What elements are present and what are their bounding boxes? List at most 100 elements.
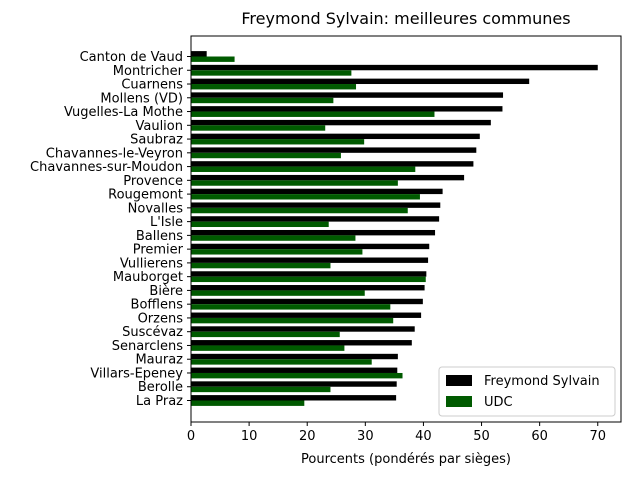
y-tick-label: Novalles [128, 201, 184, 216]
y-tick-label: Bofflens [131, 298, 184, 313]
y-tick-label: Vugelles-La Mothe [64, 105, 183, 120]
legend-box [438, 366, 616, 417]
bar-freymond-8 [191, 161, 474, 167]
bar-udc-8 [191, 166, 416, 172]
y-tick-label: Senarclens [112, 339, 184, 354]
y-tick-label: Mauraz [135, 353, 183, 368]
bar-freymond-16 [191, 271, 427, 277]
bars-layer [191, 51, 598, 406]
y-tick-label: Provence [123, 174, 183, 189]
bar-udc-13 [191, 235, 356, 241]
bar-udc-9 [191, 180, 398, 186]
bar-udc-2 [191, 84, 357, 90]
bar-udc-1 [191, 70, 352, 76]
bar-udc-6 [191, 139, 365, 145]
bar-udc-0 [191, 56, 235, 62]
y-tick-label: L'Isle [150, 215, 183, 230]
x-axis-ticks: 0 10 20 30 40 50 60 70 [187, 422, 606, 444]
x-tick-label: 0 [187, 429, 195, 444]
bar-freymond-12 [191, 216, 440, 222]
bar-udc-10 [191, 194, 420, 200]
bar-freymond-14 [191, 243, 430, 250]
y-tick-label: Ballens [136, 229, 183, 244]
bar-freymond-5 [191, 119, 491, 126]
bar-freymond-19 [191, 312, 422, 318]
legend-swatch [446, 396, 472, 407]
y-tick-label: Vaulion [135, 119, 183, 134]
bar-freymond-23 [191, 367, 398, 373]
x-tick-label: 20 [299, 429, 316, 444]
bar-udc-15 [191, 262, 331, 269]
bar-freymond-6 [191, 133, 480, 140]
y-tick-label: Montricher [113, 64, 184, 79]
y-tick-label: Premier [133, 243, 184, 258]
bar-udc-17 [191, 290, 365, 296]
bar-freymond-24 [191, 381, 397, 387]
bar-udc-19 [191, 317, 394, 324]
x-tick-label: 40 [415, 429, 432, 444]
bar-udc-22 [191, 359, 372, 365]
bar-freymond-4 [191, 106, 503, 112]
bar-udc-18 [191, 304, 391, 310]
y-tick-label: Rougemont [108, 188, 183, 203]
bar-freymond-7 [191, 147, 477, 153]
bar-freymond-0 [191, 51, 207, 57]
y-tick-label: Mauborget [113, 270, 183, 285]
bar-udc-14 [191, 249, 363, 255]
bar-freymond-1 [191, 64, 598, 71]
y-tick-label: Bière [149, 284, 183, 299]
bar-udc-7 [191, 152, 341, 159]
legend-swatch [446, 375, 472, 386]
legend-label: UDC [484, 395, 513, 410]
bar-freymond-11 [191, 202, 441, 208]
bar-udc-20 [191, 331, 340, 338]
x-tick-label: 30 [357, 429, 374, 444]
x-tick-label: 60 [531, 429, 548, 444]
y-tick-label: Chavannes-sur-Moudon [30, 160, 183, 175]
bar-freymond-3 [191, 92, 504, 98]
plot-frame [190, 35, 622, 423]
bar-udc-12 [191, 221, 329, 228]
x-axis-label: Pourcents (pondérés par sièges) [301, 452, 511, 467]
bar-udc-23 [191, 372, 403, 379]
bar-freymond-2 [191, 78, 530, 85]
legend: Freymond Sylvain UDC [438, 366, 616, 417]
bar-udc-11 [191, 207, 408, 214]
bar-udc-25 [191, 400, 305, 406]
y-tick-label: Chavannes-le-Veyron [46, 146, 183, 161]
y-tick-label: Berolle [138, 380, 183, 395]
bar-freymond-21 [191, 340, 412, 346]
y-tick-label: Canton de Vaud [80, 50, 183, 65]
chart-title: Freymond Sylvain: meilleures communes [241, 9, 570, 28]
bar-udc-24 [191, 386, 331, 393]
y-tick-label: Suscévaz [122, 325, 183, 340]
y-tick-label: Vullierens [120, 256, 183, 271]
y-tick-label: Cuarnens [121, 78, 183, 93]
y-tick-label: Mollens (VD) [100, 91, 183, 106]
legend-label: Freymond Sylvain [484, 374, 600, 389]
bar-freymond-10 [191, 188, 443, 195]
bar-freymond-20 [191, 326, 415, 332]
y-tick-label: Villars-Epeney [90, 366, 183, 381]
x-tick-label: 10 [241, 429, 258, 444]
bar-freymond-9 [191, 174, 465, 181]
bar-udc-16 [191, 276, 426, 283]
y-tick-label: Saubraz [130, 133, 183, 148]
bar-freymond-17 [191, 285, 425, 291]
bar-udc-4 [191, 111, 435, 117]
bar-freymond-22 [191, 353, 398, 360]
bar-freymond-25 [191, 395, 397, 401]
bar-freymond-13 [191, 229, 436, 236]
bar-udc-5 [191, 125, 326, 131]
y-tick-label: La Praz [136, 394, 183, 409]
x-tick-label: 70 [589, 429, 606, 444]
y-tick-label: Orzens [138, 311, 184, 326]
y-tick-labels: Canton de VaudMontricherCuarnensMollens … [30, 50, 191, 409]
bar-freymond-18 [191, 298, 423, 305]
bar-udc-3 [191, 97, 334, 104]
bar-freymond-15 [191, 257, 429, 263]
bar-udc-21 [191, 345, 345, 351]
x-tick-label: 50 [473, 429, 490, 444]
